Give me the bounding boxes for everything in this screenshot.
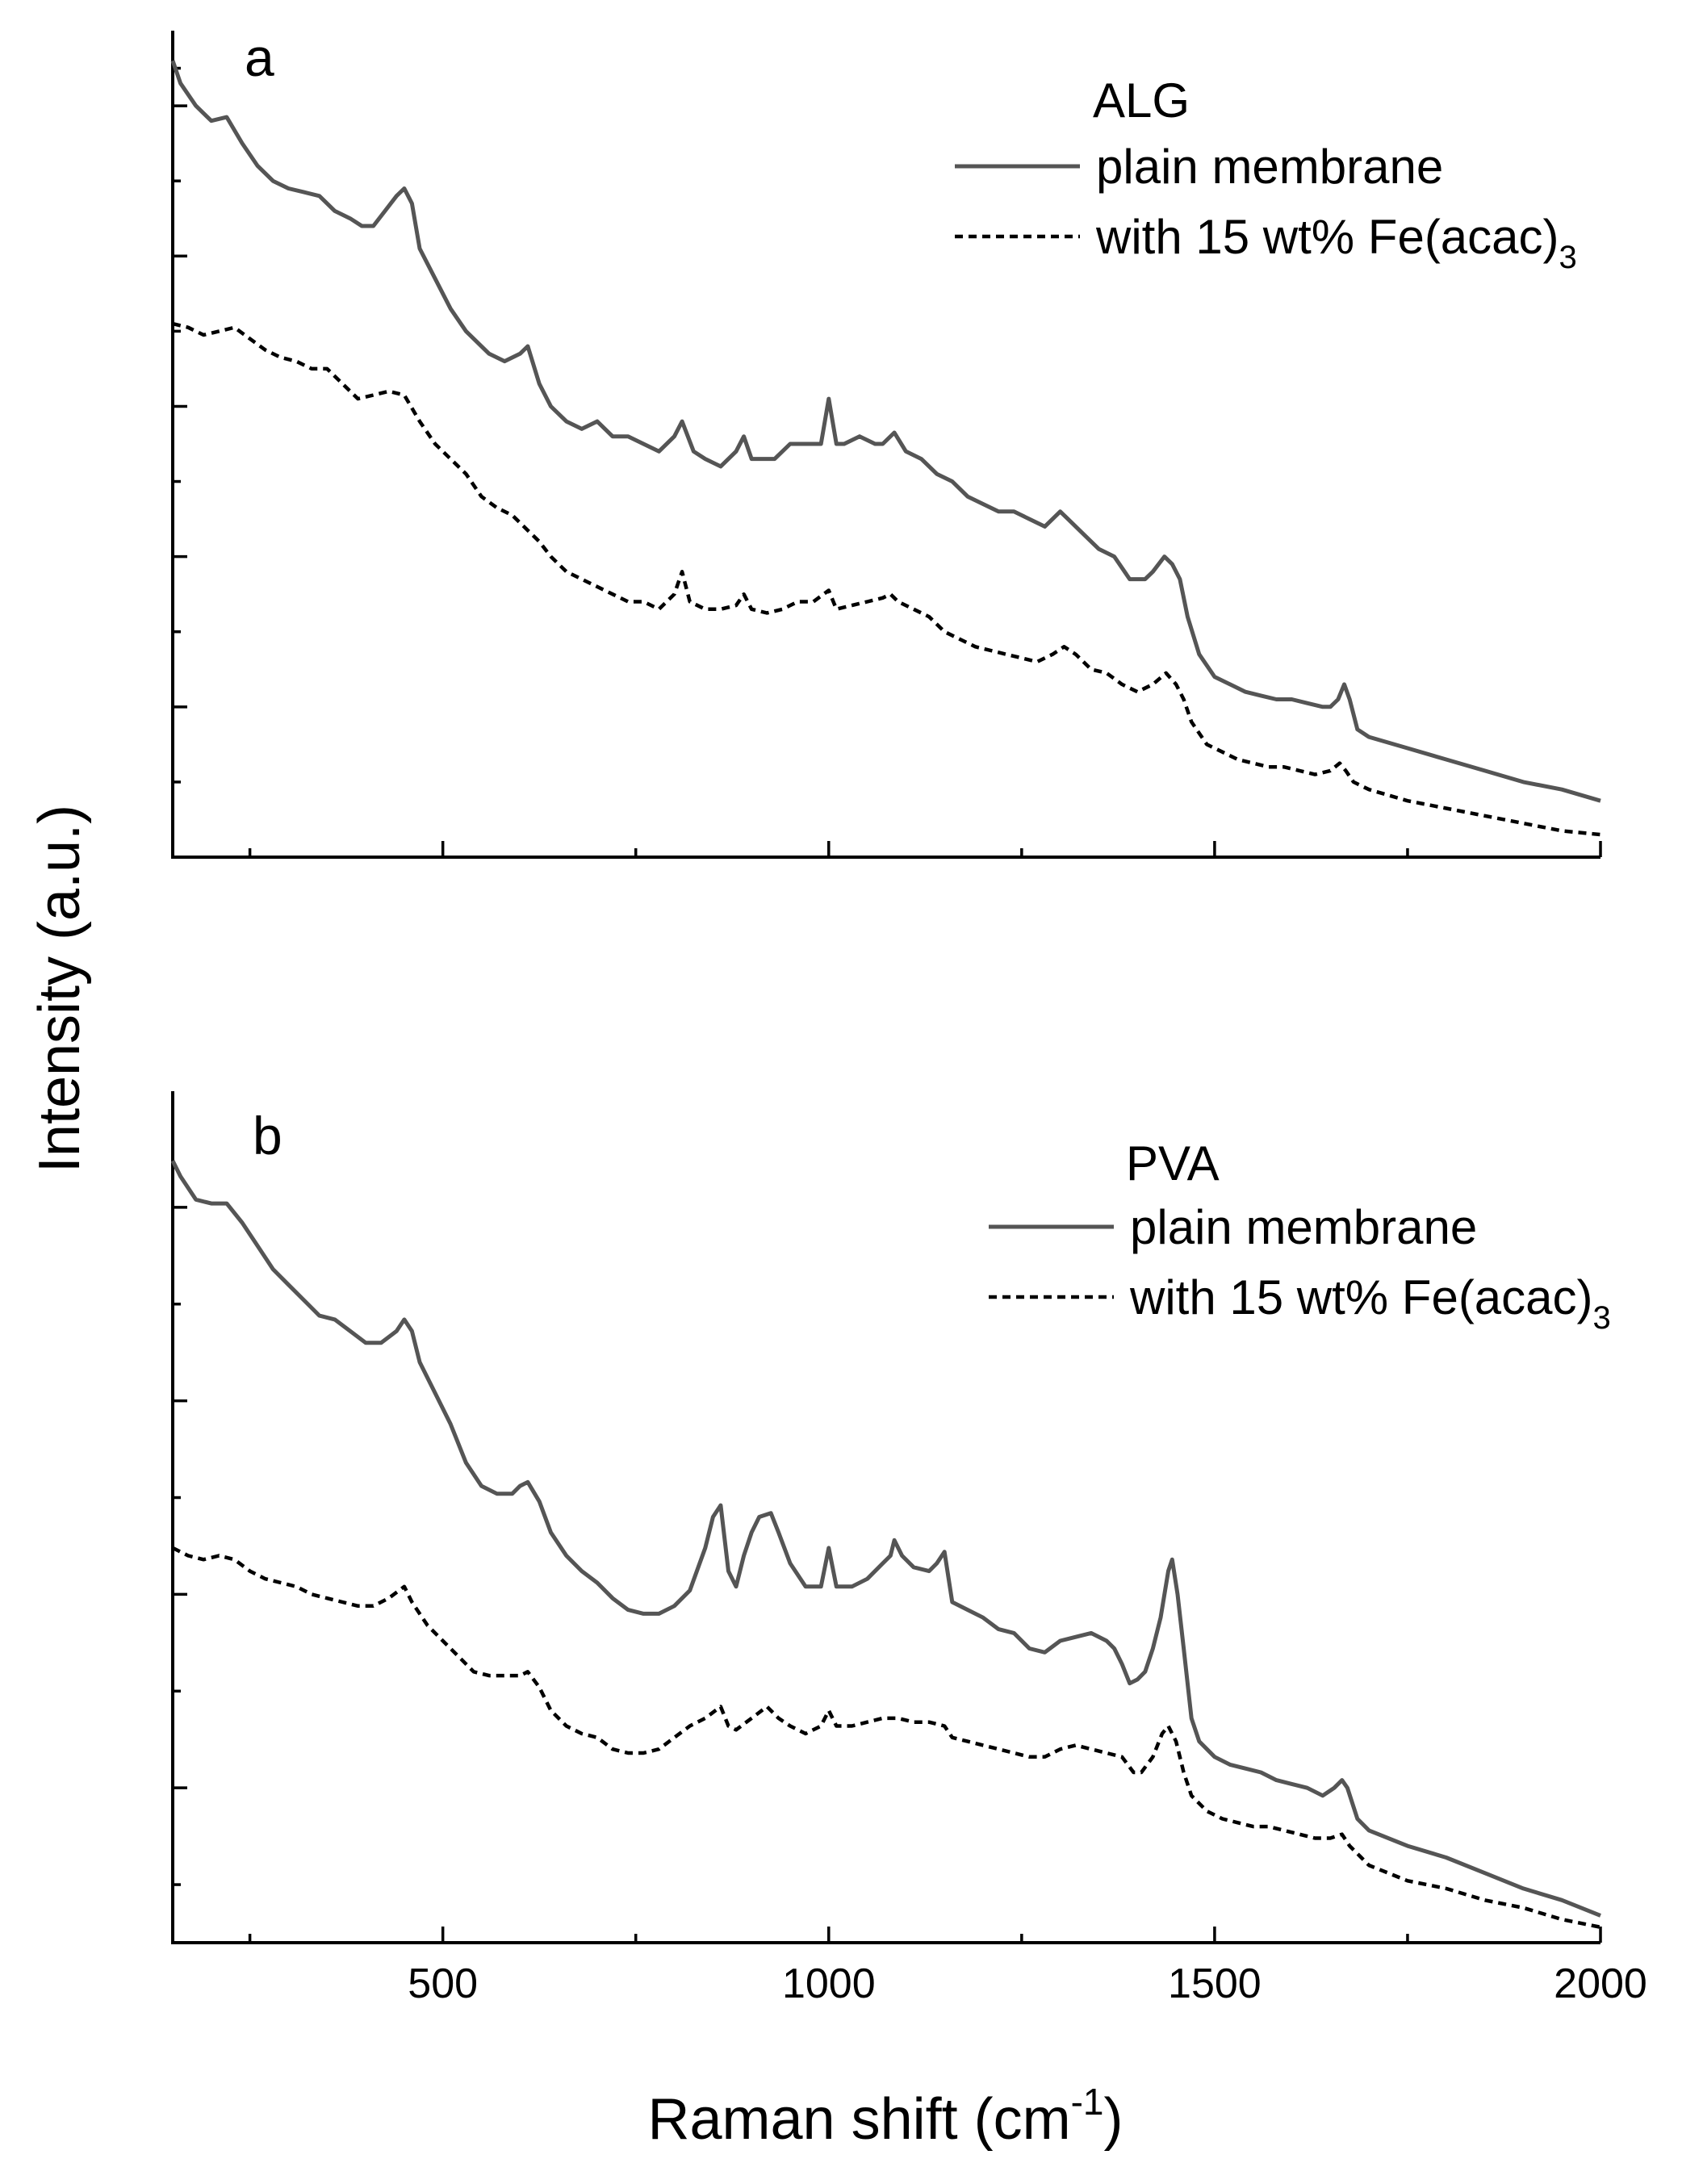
x-tick-label: 2000 xyxy=(1554,1960,1647,2007)
panel-b-legend-fe-label: with 15 wt% Fe(acac)3 xyxy=(1129,1270,1611,1336)
panel-a-plain-membrane-line xyxy=(170,60,1601,803)
panel-a: a ALG plain membrane with 15 wt% Fe(acac… xyxy=(170,27,1602,859)
panel-b-legend-fe-label-sub: 3 xyxy=(1593,1300,1611,1336)
x-axis-title: Raman shift (cm-1) xyxy=(648,2081,1123,2152)
panel-b-ticks: 500 1000 1500 2000 xyxy=(173,1206,1647,2007)
y-axis-title: Intensity (a.u.) xyxy=(27,805,92,1173)
x-axis-title-end: ) xyxy=(1104,2087,1123,2152)
x-axis-title-sup: -1 xyxy=(1071,2081,1104,2123)
panel-a-legend-fe-label-sub: 3 xyxy=(1559,240,1577,275)
panel-a-label: a xyxy=(245,27,274,87)
panel-a-legend-plain-label: plain membrane xyxy=(1096,140,1443,194)
panel-b-legend: PVA plain membrane with 15 wt% Fe(acac)3 xyxy=(989,1136,1611,1336)
panel-b-legend-fe-label-main: with 15 wt% Fe(acac) xyxy=(1129,1270,1593,1324)
panel-b-label: b xyxy=(253,1106,282,1165)
panel-b-plain-membrane-line xyxy=(170,1160,1601,1918)
x-tick-label: 1500 xyxy=(1168,1960,1262,2007)
panel-a-legend-fe-label: with 15 wt% Fe(acac)3 xyxy=(1095,210,1577,275)
x-tick-label: 500 xyxy=(408,1960,478,2007)
panel-a-legend-title: ALG xyxy=(1093,73,1190,128)
panel-a-legend: ALG plain membrane with 15 wt% Fe(acac)3 xyxy=(955,73,1577,275)
x-tick-label: 1000 xyxy=(782,1960,876,2007)
panel-a-legend-fe-label-main: with 15 wt% Fe(acac) xyxy=(1095,210,1559,264)
x-axis-title-main: Raman shift (cm xyxy=(648,2087,1071,2152)
panel-a-fe-acac-line xyxy=(172,321,1601,837)
panel-b-legend-plain-label: plain membrane xyxy=(1130,1200,1477,1254)
panel-b-legend-title: PVA xyxy=(1126,1136,1220,1190)
panel-b: 500 1000 1500 2000 b PVA plain membrane wit… xyxy=(170,1091,1647,2007)
